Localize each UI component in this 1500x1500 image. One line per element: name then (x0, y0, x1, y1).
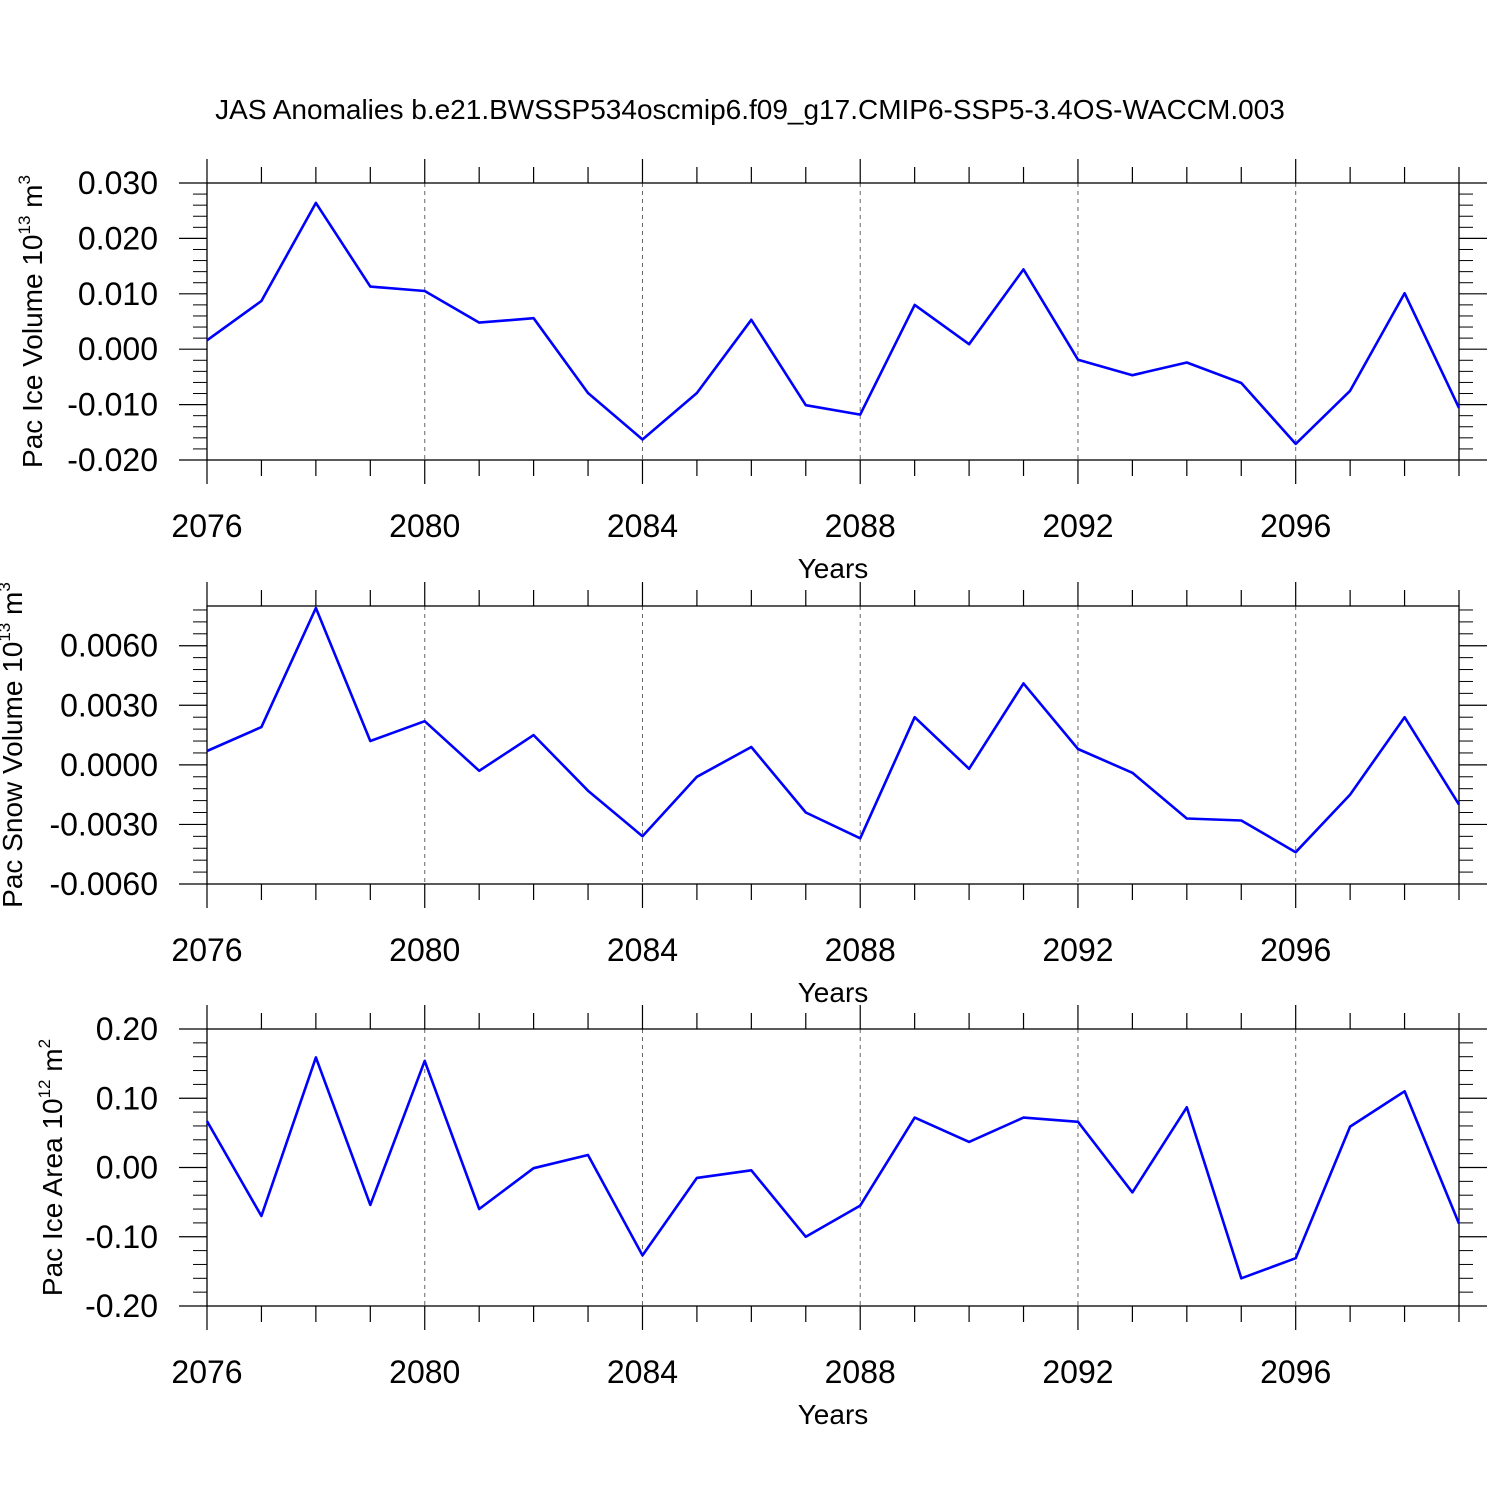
y-tick-label: 0.00 (96, 1150, 158, 1186)
x-tick-label: 2088 (825, 1354, 896, 1390)
x-tick-label: 2084 (607, 1354, 678, 1390)
series-line (205, 1056, 1461, 1280)
x-tick-label: 2096 (1260, 932, 1331, 968)
x-tick-label: 2076 (171, 932, 242, 968)
panels: 2076 2080 2084 2088 2092 2096 -0.020 -0.010 0.00… (0, 159, 1487, 1430)
x-tick-label: 2084 (607, 508, 678, 544)
y-axis-title-unit: m (37, 1048, 68, 1079)
y-axis-title-unit-exponent: 2 (35, 1039, 54, 1048)
y-tick-label: 0.0060 (60, 628, 158, 664)
x-axis-title: Years (798, 553, 869, 584)
x-tick-label: 2096 (1260, 508, 1331, 544)
series-line (206, 201, 1461, 446)
y-tick-label: 0.020 (78, 220, 158, 256)
y-axis-title: Pac Ice Area 1012 m2 (35, 1039, 68, 1296)
plot-frame (206, 182, 1460, 461)
x-axis-title: Years (798, 1399, 869, 1430)
series-line (206, 606, 1461, 854)
x-tick-label: 2088 (825, 932, 896, 968)
y-tick-label: 0.0000 (60, 747, 158, 783)
x-tick-label: 2092 (1042, 1354, 1113, 1390)
y-tick-label: 0.010 (78, 276, 158, 312)
y-tick-label: -0.10 (85, 1219, 158, 1255)
plot-frame (206, 1028, 1460, 1307)
y-axis-title-exponent: 13 (15, 216, 34, 235)
y-axis-title: Pac Ice Volume 1013 m3 (15, 175, 48, 468)
x-tick-label: 2080 (389, 1354, 460, 1390)
y-tick-label: -0.010 (67, 387, 158, 423)
y-tick-label: -0.0060 (49, 866, 158, 902)
y-tick-label: -0.0030 (49, 806, 158, 842)
x-tick-label: 2076 (171, 508, 242, 544)
x-tick-label: 2084 (607, 932, 678, 968)
chart-panel-2: 2076 2080 2084 2088 2092 2096 -0.0060 -0.0030 0.… (0, 582, 1487, 1008)
x-tick-label: 2080 (389, 932, 460, 968)
y-tick-label: 0.030 (78, 165, 158, 201)
y-tick-label: -0.020 (67, 442, 158, 478)
plot-frame (206, 605, 1460, 885)
y-tick-label: 0.20 (96, 1011, 158, 1047)
y-axis-title-text: Pac Snow Volume 10 (0, 642, 28, 908)
y-tick-label: 0.10 (96, 1080, 158, 1116)
chart-panel-3: 2076 2080 2084 2088 2092 2096 -0.20 -0.10 0.00 0.… (35, 1005, 1487, 1430)
x-tick-label: 2096 (1260, 1354, 1331, 1390)
y-axis-title-exponent: 12 (35, 1079, 54, 1098)
y-axis-title-text: Pac Ice Volume 10 (17, 235, 48, 468)
x-tick-label: 2076 (171, 1354, 242, 1390)
x-axis-title: Years (798, 977, 869, 1008)
x-tick-label: 2080 (389, 508, 460, 544)
y-axis-title-unit: m (0, 592, 28, 623)
chart-panel-1: 2076 2080 2084 2088 2092 2096 -0.020 -0.010 0.00… (15, 159, 1487, 584)
x-tick-label: 2092 (1042, 508, 1113, 544)
x-tick-label: 2088 (825, 508, 896, 544)
figure-title: JAS Anomalies b.e21.BWSSP534oscmip6.f09_… (215, 94, 1285, 125)
y-axis-title: Pac Snow Volume 1013 m3 (0, 582, 28, 908)
y-axis-title-exponent: 13 (0, 623, 14, 642)
y-axis-title-unit-exponent: 3 (0, 582, 14, 591)
y-axis-title-text: Pac Ice Area 10 (37, 1098, 68, 1296)
y-tick-label: -0.20 (85, 1288, 158, 1324)
y-axis-title-unit-exponent: 3 (15, 175, 34, 184)
y-tick-label: 0.000 (78, 331, 158, 367)
x-tick-label: 2092 (1042, 932, 1113, 968)
y-axis-title-unit: m (17, 184, 48, 215)
y-tick-label: 0.0030 (60, 687, 158, 723)
